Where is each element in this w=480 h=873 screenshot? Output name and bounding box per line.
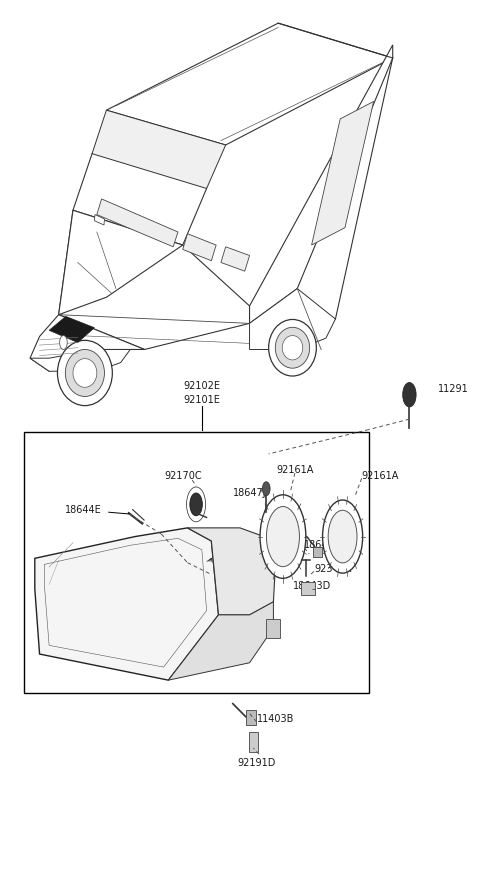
Polygon shape [168, 601, 274, 680]
Polygon shape [92, 110, 226, 189]
Circle shape [263, 482, 270, 496]
Polygon shape [30, 314, 144, 371]
Text: 92102E: 92102E [183, 381, 220, 391]
Bar [249, 732, 258, 752]
Ellipse shape [73, 359, 97, 388]
Polygon shape [107, 24, 393, 145]
Polygon shape [312, 101, 373, 245]
Circle shape [328, 510, 357, 563]
Text: 18644E: 18644E [65, 505, 102, 515]
Polygon shape [49, 316, 95, 342]
Ellipse shape [58, 340, 112, 406]
Bar [313, 547, 322, 557]
Polygon shape [250, 45, 393, 323]
Text: 18647: 18647 [304, 540, 335, 550]
Bar [301, 581, 315, 595]
Text: 18643D: 18643D [292, 581, 331, 591]
Polygon shape [59, 210, 250, 349]
Text: 11403B: 11403B [257, 714, 294, 725]
Text: 18647J: 18647J [233, 488, 266, 498]
Text: 92191D: 92191D [238, 758, 276, 768]
Ellipse shape [276, 327, 310, 368]
Polygon shape [59, 210, 183, 314]
Text: 92161A: 92161A [276, 464, 313, 475]
Polygon shape [188, 528, 276, 615]
Polygon shape [30, 349, 130, 371]
Circle shape [323, 500, 363, 574]
Polygon shape [35, 528, 218, 680]
Text: 92340A: 92340A [314, 564, 351, 574]
Polygon shape [221, 247, 250, 272]
Polygon shape [250, 289, 336, 349]
Bar [246, 710, 256, 725]
Bar [24, 432, 369, 693]
Text: 11291: 11291 [438, 383, 469, 394]
Polygon shape [95, 215, 105, 225]
Circle shape [260, 495, 306, 578]
Circle shape [190, 493, 202, 516]
Ellipse shape [65, 349, 105, 396]
Bar [266, 619, 280, 638]
Polygon shape [97, 199, 178, 247]
Ellipse shape [269, 320, 316, 376]
Circle shape [60, 335, 67, 349]
Circle shape [403, 382, 416, 407]
Ellipse shape [282, 335, 303, 360]
Text: 92161A: 92161A [362, 471, 399, 481]
Text: 92101E: 92101E [183, 395, 220, 405]
Circle shape [266, 506, 300, 567]
Polygon shape [183, 234, 216, 261]
Text: 92170C: 92170C [164, 471, 202, 481]
